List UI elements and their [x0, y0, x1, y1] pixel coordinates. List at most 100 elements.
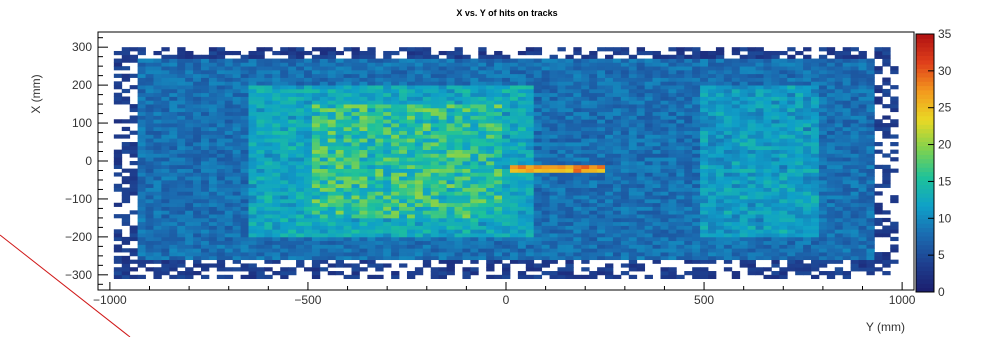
- heatmap-cell: [383, 142, 392, 147]
- heatmap-cell: [557, 92, 566, 97]
- heatmap-cell: [478, 214, 487, 219]
- heatmap-cell: [739, 119, 749, 124]
- heatmap-cell: [311, 236, 321, 242]
- heatmap-cell: [692, 138, 701, 143]
- heatmap-cell: [216, 198, 226, 204]
- heatmap-cell: [684, 115, 693, 120]
- heatmap-cell: [525, 47, 535, 52]
- heatmap-cell: [280, 176, 289, 181]
- heatmap-cell: [153, 104, 162, 109]
- heatmap-cell: [747, 176, 756, 181]
- heatmap-cell: [573, 233, 582, 238]
- heatmap-cell: [232, 183, 241, 188]
- heatmap-cell: [533, 130, 543, 135]
- heatmap-cell: [652, 191, 661, 196]
- heatmap-cell: [628, 142, 638, 147]
- heatmap-cell: [509, 81, 519, 86]
- heatmap-cell: [597, 255, 606, 261]
- heatmap-cell: [612, 221, 622, 226]
- heatmap-cell: [731, 195, 741, 200]
- heatmap-cell: [422, 126, 432, 132]
- heatmap-cell: [565, 58, 574, 63]
- heatmap-cell: [478, 73, 487, 78]
- heatmap-cell: [319, 161, 329, 166]
- heatmap-cell: [723, 62, 733, 67]
- heatmap-cell: [351, 85, 360, 90]
- heatmap-cell: [486, 274, 495, 280]
- heatmap-cell: [462, 214, 471, 219]
- heatmap-cell: [502, 88, 511, 94]
- heatmap-cell: [715, 145, 725, 151]
- heatmap-cell: [525, 69, 535, 75]
- heatmap-cell: [605, 255, 614, 261]
- heatmap-cell: [470, 58, 479, 63]
- heatmap-cell: [288, 142, 297, 147]
- heatmap-cell: [478, 244, 487, 249]
- heatmap-cell: [502, 161, 511, 166]
- heatmap-cell: [399, 161, 408, 166]
- heatmap-cell: [605, 100, 614, 105]
- heatmap-cell: [565, 96, 574, 101]
- heatmap-cell: [462, 119, 471, 124]
- heatmap-cell: [185, 236, 194, 242]
- heatmap-cell: [153, 130, 162, 135]
- heatmap-cell: [383, 69, 392, 75]
- heatmap-cell: [422, 176, 432, 181]
- heatmap-cell: [731, 206, 741, 211]
- heatmap-cell: [193, 54, 202, 59]
- heatmap-cell: [787, 69, 796, 75]
- heatmap-cell: [193, 149, 202, 154]
- heatmap-cell: [549, 62, 558, 67]
- heatmap-cell: [723, 225, 733, 230]
- heatmap-cell: [478, 54, 487, 59]
- heatmap-cell: [169, 198, 178, 204]
- heatmap-cell: [723, 142, 733, 147]
- heatmap-cell: [462, 58, 471, 63]
- heatmap-cell: [430, 214, 440, 219]
- heatmap-cell: [462, 176, 471, 181]
- heatmap-cell: [739, 229, 749, 234]
- heatmap-cell: [422, 217, 432, 223]
- heatmap-cell: [335, 145, 344, 151]
- heatmap-cell: [620, 217, 630, 223]
- heatmap-cell: [509, 107, 519, 113]
- heatmap-cell: [367, 104, 376, 109]
- heatmap-cell: [280, 255, 289, 261]
- heatmap-cell: [787, 179, 796, 185]
- heatmap-cell: [692, 88, 701, 94]
- heatmap-cell: [723, 138, 733, 143]
- heatmap-cell: [185, 244, 194, 249]
- heatmap-cell: [193, 161, 202, 166]
- heatmap-cell: [811, 244, 820, 249]
- heatmap-cell: [636, 157, 646, 162]
- heatmap-cell: [303, 145, 313, 151]
- heatmap-cell: [161, 88, 170, 94]
- heatmap-cell: [597, 164, 606, 169]
- heatmap-cell: [185, 134, 194, 139]
- heatmap-cell: [145, 142, 154, 147]
- heatmap-cell: [573, 69, 582, 75]
- heatmap-cell: [145, 202, 154, 207]
- heatmap-cell: [605, 111, 614, 116]
- heatmap-cell: [478, 81, 487, 86]
- heatmap-cell: [541, 161, 550, 166]
- heatmap-cell: [367, 81, 376, 86]
- heatmap-cell: [216, 126, 226, 132]
- heatmap-cell: [605, 191, 614, 196]
- heatmap-cell: [723, 161, 733, 166]
- heatmap-cell: [422, 107, 432, 113]
- heatmap-cell: [628, 130, 638, 135]
- heatmap-cell: [771, 221, 780, 226]
- heatmap-cell: [533, 176, 543, 181]
- heatmap-cell: [193, 164, 202, 169]
- heatmap-cell: [525, 145, 535, 151]
- heatmap-cell: [612, 96, 622, 101]
- heatmap-cell: [731, 176, 741, 181]
- heatmap-cell: [161, 172, 170, 177]
- heatmap-cell: [636, 202, 646, 207]
- heatmap-cell: [264, 47, 273, 52]
- heatmap-cell: [327, 240, 337, 245]
- heatmap-cell: [533, 119, 543, 124]
- heatmap-cell: [684, 161, 693, 166]
- heatmap-cell: [438, 145, 447, 151]
